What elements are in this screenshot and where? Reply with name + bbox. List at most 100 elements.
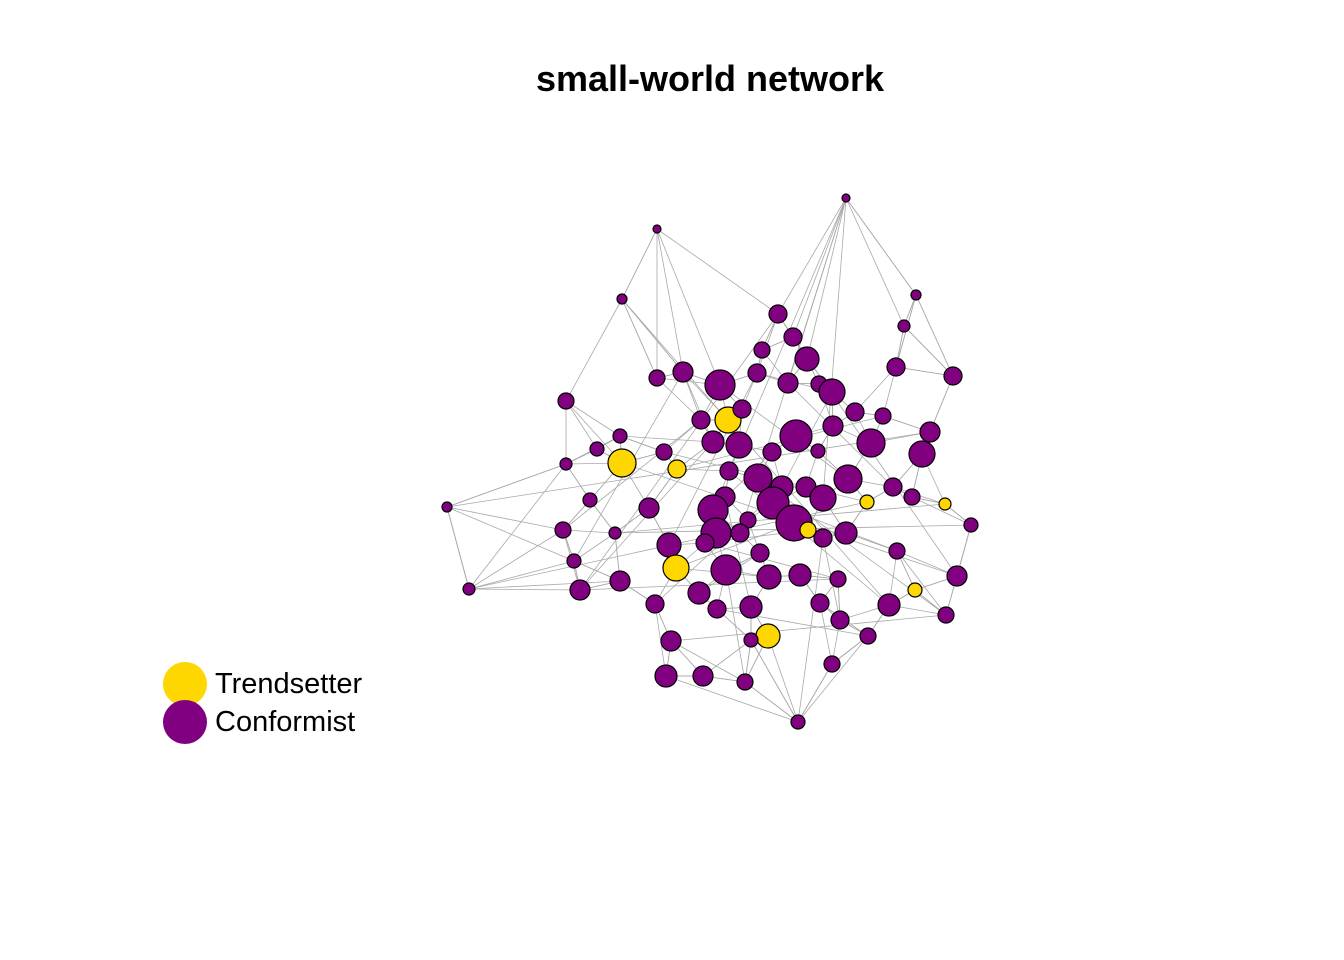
network-edge — [562, 419, 702, 531]
network-edge — [468, 529, 564, 590]
conformist-node — [829, 570, 847, 588]
network-edge — [656, 228, 779, 315]
conformist-node — [919, 421, 941, 443]
trendsetter-node — [859, 494, 875, 510]
conformist-node — [886, 357, 906, 377]
trendsetter-node — [662, 554, 690, 582]
network-edge — [903, 325, 954, 377]
legend-swatch-trendsetter — [163, 662, 207, 706]
conformist-node — [652, 224, 662, 234]
network-edge — [619, 435, 714, 443]
network-edge — [468, 560, 575, 590]
trendsetter-node — [607, 448, 637, 478]
network-edge — [468, 588, 581, 591]
conformist-node — [856, 428, 886, 458]
legend-swatch-conformist — [163, 700, 207, 744]
network-edge — [621, 228, 658, 300]
conformist-node — [732, 399, 752, 419]
conformist-node — [692, 665, 714, 687]
conformist-node — [557, 392, 575, 410]
legend-label-trendsetter: Trendsetter — [215, 667, 363, 700]
conformist-node — [654, 664, 678, 688]
conformist-node — [687, 581, 711, 605]
conformist-node — [903, 488, 921, 506]
conformist-node — [768, 304, 788, 324]
network-edge — [787, 382, 894, 488]
conformist-node — [813, 528, 833, 548]
network-edge — [792, 197, 847, 338]
trendsetter-node — [667, 459, 687, 479]
network-edge — [797, 635, 869, 723]
network-edge — [777, 197, 847, 315]
network-edge — [750, 639, 799, 723]
conformist-node — [707, 599, 727, 619]
conformist-node — [609, 570, 631, 592]
network-edge — [621, 298, 658, 379]
network-edge — [621, 298, 890, 606]
conformist-node — [743, 632, 759, 648]
network-edge — [565, 400, 598, 450]
conformist-node — [616, 293, 628, 305]
network-edge — [446, 506, 564, 531]
conformist-node — [883, 477, 903, 497]
network-edge — [845, 197, 905, 327]
network-edge — [767, 635, 799, 723]
conformist-node — [655, 443, 673, 461]
network-edge — [670, 614, 947, 642]
conformist-node — [589, 441, 605, 457]
network-edge — [911, 496, 972, 526]
conformist-node — [830, 610, 850, 630]
chart-title: small-world network — [535, 58, 885, 99]
conformist-node — [638, 497, 660, 519]
trendsetter-node — [755, 623, 781, 649]
conformist-node — [554, 521, 572, 539]
conformist-node — [672, 361, 694, 383]
conformist-node — [612, 428, 628, 444]
network-edge — [468, 463, 567, 590]
network-edge — [744, 681, 799, 723]
nodes — [441, 193, 979, 730]
conformist-node — [888, 542, 906, 560]
conformist-node — [736, 673, 754, 691]
network-edge — [562, 529, 616, 534]
conformist-node — [462, 582, 476, 596]
conformist-node — [441, 501, 453, 513]
conformist-node — [818, 378, 846, 406]
legend-label-conformist: Conformist — [215, 705, 356, 738]
conformist-node — [963, 517, 979, 533]
conformist-node — [834, 521, 858, 545]
conformist-node — [756, 564, 782, 590]
network-edge — [676, 415, 884, 470]
network-edge — [656, 377, 702, 421]
conformist-node — [783, 327, 803, 347]
conformist-node — [739, 595, 763, 619]
network-edge — [895, 366, 954, 377]
conformist-node — [823, 655, 841, 673]
conformist-node — [701, 430, 725, 454]
conformist-node — [946, 565, 968, 587]
conformist-node — [908, 440, 936, 468]
network-edge — [819, 602, 833, 665]
conformist-node — [582, 492, 598, 508]
conformist-node — [743, 463, 773, 493]
conformist-node — [660, 630, 682, 652]
conformist-node — [779, 419, 813, 453]
conformist-node — [645, 594, 665, 614]
conformist-node — [656, 532, 682, 558]
conformist-node — [841, 193, 851, 203]
conformist-node — [809, 484, 837, 512]
legend: Trendsetter Conformist — [163, 662, 363, 744]
conformist-node — [559, 457, 573, 471]
network-edge — [675, 522, 795, 569]
network-edge — [656, 228, 721, 386]
network-edge — [565, 298, 623, 402]
network-edge — [621, 298, 684, 373]
network-edge — [579, 313, 779, 591]
conformist-node — [608, 526, 622, 540]
network-edge — [915, 294, 954, 377]
conformist-node — [810, 443, 826, 459]
network-edge — [682, 371, 714, 443]
network-edge — [797, 663, 833, 723]
legend-item-trendsetter: Trendsetter — [163, 662, 363, 706]
network-edge — [656, 228, 684, 373]
